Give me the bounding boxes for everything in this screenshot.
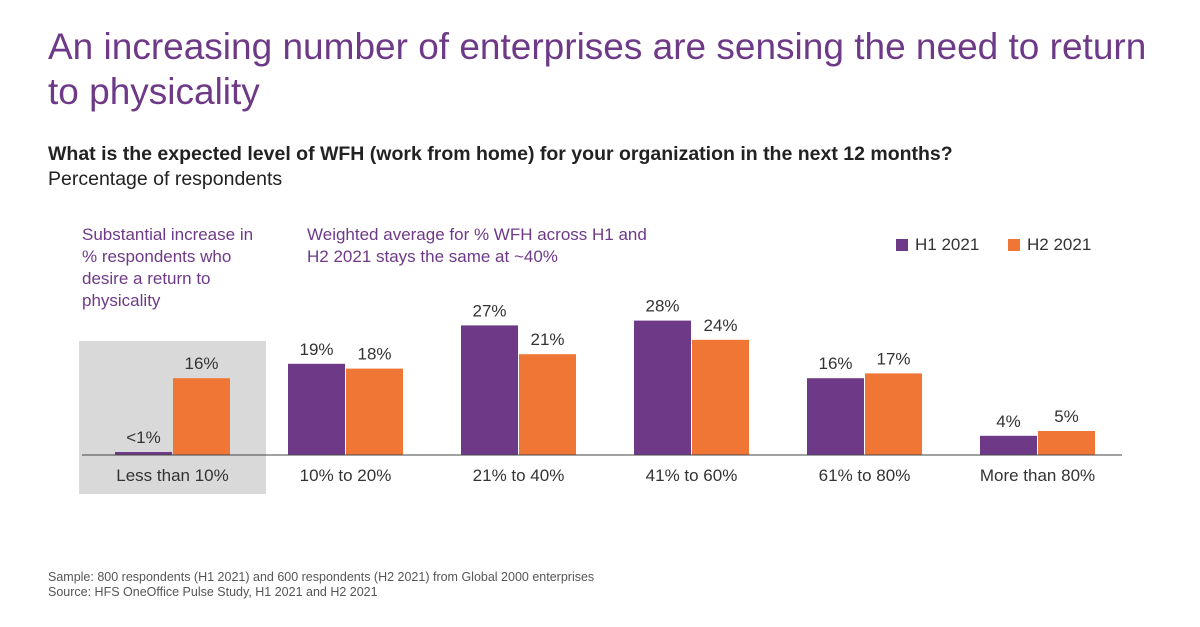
data-label-h2-5: 5% — [1054, 407, 1079, 426]
x-tick-label-1: 10% to 20% — [300, 466, 392, 485]
highlight-box — [79, 341, 266, 494]
data-label-h2-2: 21% — [530, 330, 564, 349]
bar-h1-3 — [634, 320, 691, 455]
data-label-h2-0: 16% — [184, 354, 218, 373]
legend-label-h1: H1 2021 — [915, 235, 980, 254]
data-label-h1-1: 19% — [299, 340, 333, 359]
bar-h2-1 — [346, 368, 403, 455]
data-label-h2-4: 17% — [876, 349, 910, 368]
legend-swatch-h1 — [896, 239, 908, 251]
data-label-h1-0: <1% — [126, 428, 161, 447]
bar-h1-5 — [980, 435, 1037, 455]
data-label-h1-4: 16% — [818, 354, 852, 373]
chart-subtitle: Percentage of respondents — [48, 168, 283, 190]
bar-h1-2 — [461, 325, 518, 455]
legend-item-h1: H1 2021 — [896, 235, 979, 255]
data-label-h1-5: 4% — [996, 412, 1021, 431]
data-label-h1-3: 28% — [645, 297, 679, 316]
bar-h2-5 — [1038, 431, 1095, 455]
bar-h2-3 — [692, 339, 749, 455]
legend-label-h2: H2 2021 — [1027, 235, 1092, 254]
bar-h2-0 — [173, 378, 230, 455]
footer-sample: Sample: 800 respondents (H1 2021) and 60… — [48, 570, 595, 584]
x-tick-label-5: More than 80% — [980, 466, 1095, 485]
footer-source: Source: HFS OneOffice Pulse Study, H1 20… — [48, 585, 378, 599]
x-tick-label-0: Less than 10% — [116, 466, 228, 485]
x-tick-label-3: 41% to 60% — [646, 466, 738, 485]
annotation-return-to-physicality: Substantial increase in % respondents wh… — [82, 225, 254, 310]
bar-h2-4 — [865, 373, 922, 455]
x-tick-label-2: 21% to 40% — [473, 466, 565, 485]
bar-h2-2 — [519, 354, 576, 455]
legend-item-h2: H2 2021 — [1008, 235, 1091, 255]
legend-swatch-h2 — [1008, 239, 1020, 251]
data-label-h1-2: 27% — [472, 301, 506, 320]
data-label-h2-1: 18% — [357, 345, 391, 364]
bar-h1-1 — [288, 363, 345, 455]
bar-h1-0 — [115, 452, 172, 455]
x-tick-label-4: 61% to 80% — [819, 466, 911, 485]
data-label-h2-3: 24% — [703, 316, 737, 335]
chart-title: An increasing number of enterprises are … — [48, 26, 1147, 112]
bar-h1-4 — [807, 378, 864, 455]
survey-question: What is the expected level of WFH (work … — [48, 143, 953, 165]
annotation-weighted-average: Weighted average for % WFH across H1 and… — [307, 225, 647, 266]
